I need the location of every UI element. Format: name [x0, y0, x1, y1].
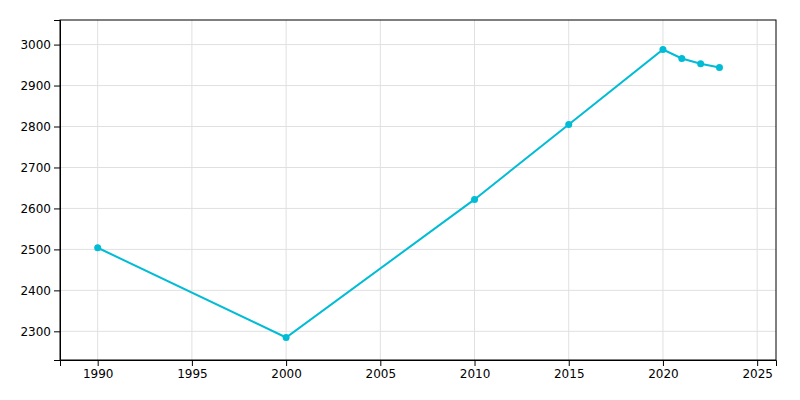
grid-line: [662, 20, 663, 360]
tick-mark: [569, 360, 570, 366]
point: [565, 121, 572, 128]
axis-line: [61, 361, 777, 367]
axis-line: [54, 21, 61, 361]
chart: 1990 1995 2000 2005 2010 2015 2020 2025 2300 2400…: [0, 0, 800, 400]
tick: 2700: [20, 161, 60, 175]
grid-line: [60, 249, 776, 250]
plot-frame: [60, 20, 776, 360]
plot-area: 1990 1995 2000 2005 2010 2015 2020 2025 2300 2400…: [20, 20, 776, 381]
tick-mark: [54, 86, 60, 87]
tick-mark: [54, 127, 60, 128]
tick-label: 2900: [20, 79, 51, 93]
grid: [60, 20, 776, 360]
tick-label: 2400: [20, 284, 51, 298]
tick: 2800: [20, 120, 60, 134]
tick-label: 2015: [554, 367, 585, 381]
tick: 2300: [20, 325, 60, 339]
grid-line: [568, 20, 569, 360]
tick-label: 2010: [460, 367, 491, 381]
point: [94, 244, 101, 251]
tick-label: 2020: [648, 367, 679, 381]
point: [697, 60, 704, 67]
tick: 2020: [648, 360, 679, 381]
tick-mark: [54, 331, 60, 332]
grid-line: [60, 44, 776, 45]
tick-mark: [54, 290, 60, 291]
grid-line: [60, 208, 776, 209]
grid-line: [60, 126, 776, 127]
tick: 2010: [460, 360, 491, 381]
tick-mark: [54, 167, 60, 168]
series: [94, 46, 723, 341]
point: [716, 64, 723, 71]
tick-mark: [475, 360, 476, 366]
tick: 2015: [554, 360, 585, 381]
y-axis: 2300 2400 2500 2600 2700 2800 2900 3000: [20, 21, 60, 361]
tick-mark: [192, 360, 193, 366]
point: [283, 334, 290, 341]
tick-label: 2300: [20, 325, 51, 339]
tick-mark: [54, 249, 60, 250]
line: [98, 49, 720, 337]
tick-label: 2000: [271, 367, 302, 381]
tick-mark: [380, 360, 381, 366]
tick-mark: [98, 360, 99, 366]
tick-mark: [54, 45, 60, 46]
tick-label: 3000: [20, 38, 51, 52]
tick-label: 2600: [20, 202, 51, 216]
grid-line: [286, 20, 287, 360]
tick: 2025: [742, 360, 773, 381]
tick-mark: [286, 360, 287, 366]
grid-line: [60, 331, 776, 332]
grid-line: [60, 85, 776, 86]
grid-line: [757, 20, 758, 360]
tick: 2005: [366, 360, 397, 381]
tick-label: 1990: [83, 367, 114, 381]
tick: 2500: [20, 243, 60, 257]
tick: 1990: [83, 360, 114, 381]
grid-line: [474, 20, 475, 360]
grid-line: [60, 167, 776, 168]
tick: 3000: [20, 38, 60, 52]
grid-line: [97, 20, 98, 360]
tick-label: 1995: [177, 367, 208, 381]
tick: 1995: [177, 360, 208, 381]
tick-label: 2005: [366, 367, 397, 381]
tick: 2600: [20, 202, 60, 216]
tick-label: 2025: [742, 367, 773, 381]
tick-label: 2800: [20, 120, 51, 134]
grid-line: [60, 290, 776, 291]
tick-label: 2500: [20, 243, 51, 257]
grid-line: [380, 20, 381, 360]
grid-line: [191, 20, 192, 360]
tick: 2000: [271, 360, 302, 381]
x-axis: 1990 1995 2000 2005 2010 2015 2020 2025: [61, 360, 777, 381]
tick: 2900: [20, 79, 60, 93]
tick: 2400: [20, 284, 60, 298]
tick-mark: [757, 360, 758, 366]
tick-label: 2700: [20, 161, 51, 175]
tick-mark: [663, 360, 664, 366]
tick-mark: [54, 208, 60, 209]
point: [678, 55, 685, 62]
point: [659, 46, 666, 53]
point: [471, 196, 478, 203]
